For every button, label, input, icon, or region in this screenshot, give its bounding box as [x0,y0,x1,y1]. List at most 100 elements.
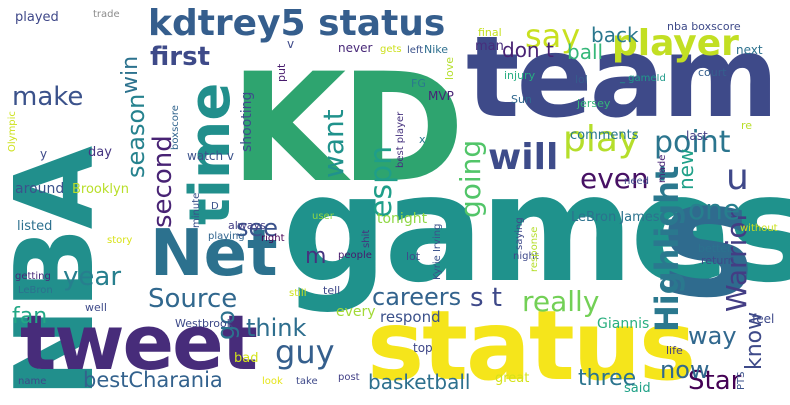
word-point: point [654,125,731,160]
word-careers: careers [372,283,462,311]
word-tonight: tonight [377,211,428,227]
word-espn: espn [364,145,399,218]
word-people: people [338,250,372,261]
word-look: look [262,376,283,387]
word-made: made [657,154,668,183]
word-fg: FG [411,77,426,90]
word-now: now [660,356,710,384]
word-around: around [15,181,65,197]
word-played: played [15,10,59,25]
word-lol: lol [575,73,588,86]
word-name: name [18,376,47,387]
word-lebron: LeBron [18,285,53,296]
word-westbrook: Westbrook [175,317,234,330]
word-star: Star [688,366,742,396]
word-make: make [12,82,84,112]
word-always: always [228,219,266,232]
word-olympic: Olympic [7,111,18,152]
word-story: story [107,235,133,246]
word-watch-v: watch v [187,149,234,163]
word-kyrie: Kyrie Irving [432,223,443,280]
word-better: better [698,242,732,255]
word-season: season [122,93,150,178]
word-best-player: best player [395,111,406,168]
word-top: top [413,341,433,355]
word-well: well [85,301,107,314]
word-great: great [495,371,530,386]
word-shooting: shooting [239,91,255,152]
word-v: v [287,37,295,51]
word-boxscore: boxscore [170,105,181,150]
word-lebron-james: LeBron James [571,210,660,225]
word-y: y [40,147,48,161]
word-basketball: basketball [368,370,471,394]
word-guy: guy [275,333,335,371]
word-d: D [211,201,219,212]
word-say: say [525,17,581,55]
word-first: first [150,42,210,72]
word-net: Net [150,217,278,291]
word-injury: injury [504,69,536,82]
word-bestcharania: bestCharania [83,368,223,392]
word-day: day [88,145,112,160]
word-going: going [454,139,487,218]
word-tell: tell [323,284,341,297]
word-response: response [529,226,540,272]
word-s-t: s t [470,283,503,313]
word-respond: respond [380,308,441,326]
word-lot: lot [406,250,421,263]
word-said: said [624,381,651,396]
word-gameid: _ gameId [620,73,666,84]
word-without: without [740,223,778,234]
word-night: night [513,251,539,262]
word-player: player [612,23,739,64]
word-take: take [296,376,318,387]
word-three: three [578,366,637,391]
word-win: win [118,55,143,94]
word-put: put [275,63,288,82]
word-re: re [741,119,753,132]
word-comments: comments [570,128,639,143]
word-status-big: status [367,290,696,402]
word-left: left [407,45,424,56]
word-kd: KD [230,42,465,216]
word-bad: bad [234,351,259,366]
word-playing: playing [208,231,245,242]
word-fan: fan [12,304,48,329]
word-feel: feel [752,312,775,326]
word-want: want [317,109,350,178]
word-u: u [726,157,749,198]
word-jersey: jersey [577,97,611,110]
word-post: post [338,372,360,383]
word-mvp: MVP [428,89,454,103]
word-x: x [419,133,426,146]
word-nike: Nike [424,43,449,56]
word-shit: shit [361,229,372,248]
word-highlight: Highlight [648,165,686,332]
word-right: right [261,233,285,244]
word-don-t: don t [502,38,554,62]
word-m: m [305,244,327,269]
word-s: s [660,146,756,333]
word-trade: trade [93,9,120,20]
word-see: see [236,214,279,242]
word-final: final [478,26,502,39]
word-way: way [688,322,737,350]
word-saying: saying [514,217,525,250]
word-love: love [443,56,456,80]
word-man: man [475,39,504,54]
word-last: last [686,129,708,143]
word-think: think [246,314,307,342]
word-life: life [666,344,683,357]
word-every: every [336,304,376,320]
word-brooklyn: Brooklyn [72,182,129,197]
word-games: games [282,143,790,315]
word-nba-boxscore: nba boxscore [667,20,741,33]
word-still: still [289,288,307,299]
word-return: return [701,254,735,267]
word-ball: ball [567,40,604,64]
word-really: really [522,285,600,318]
word-even: even [580,162,649,195]
word-sun: Sun [511,93,532,106]
